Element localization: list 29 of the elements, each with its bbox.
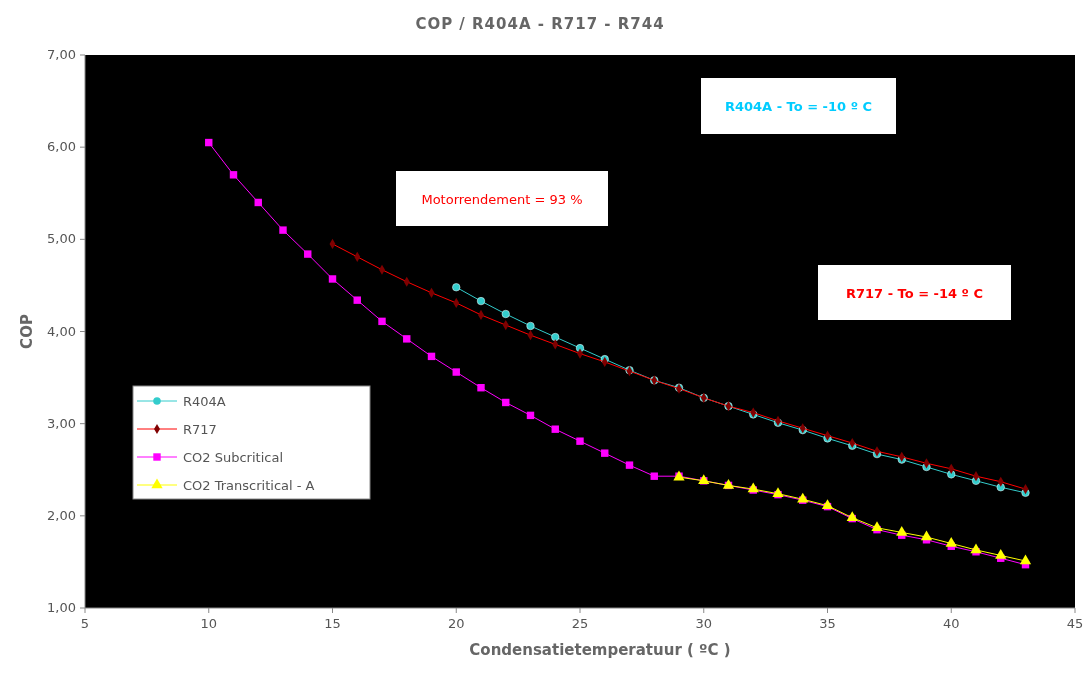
y-tick-label: 5,00 xyxy=(47,231,76,247)
x-tick-label: 5 xyxy=(80,616,90,631)
x-tick-label: 20 xyxy=(447,616,465,631)
y-tick-label: 7,00 xyxy=(47,47,76,62)
y-tick-label: 4,00 xyxy=(47,323,76,339)
annotation: Motorrendement = 93 % xyxy=(421,191,583,207)
x-tick-label: 30 xyxy=(695,616,713,631)
annotation: R404A - To = -10 º C xyxy=(724,99,873,114)
y-tick-label: 2,00 xyxy=(47,507,76,523)
legend-label: CO2 Transcritical - A xyxy=(183,478,315,493)
y-tick-label: 1,00 xyxy=(47,600,76,615)
x-tick-label: 15 xyxy=(324,616,341,631)
chart-title: COP / R404A - R717 - R744 xyxy=(415,15,665,33)
x-tick-label: 25 xyxy=(571,616,589,631)
x-tick-label: 45 xyxy=(1066,616,1084,631)
note-box: Motorrendement = 93 % xyxy=(396,171,608,226)
y-tick-label: 6,00 xyxy=(47,139,76,155)
y-tick-label: 3,00 xyxy=(47,415,76,431)
legend-label: R717 xyxy=(183,422,217,437)
annotation: R717 - To = -14 º C xyxy=(845,285,984,301)
y-axis-title: COP xyxy=(18,314,36,349)
note-box: R404A - To = -10 º C xyxy=(701,78,896,134)
note-box: R717 - To = -14 º C xyxy=(818,265,1011,320)
x-axis-title: Condensatietemperatuur ( ºC ) xyxy=(469,641,731,659)
x-tick-label: 10 xyxy=(200,616,218,631)
x-tick-label: 35 xyxy=(819,616,836,631)
legend-label: R404A xyxy=(183,394,226,409)
x-tick-label: 40 xyxy=(942,616,960,631)
legend-label: CO2 Subcritical xyxy=(183,450,283,465)
